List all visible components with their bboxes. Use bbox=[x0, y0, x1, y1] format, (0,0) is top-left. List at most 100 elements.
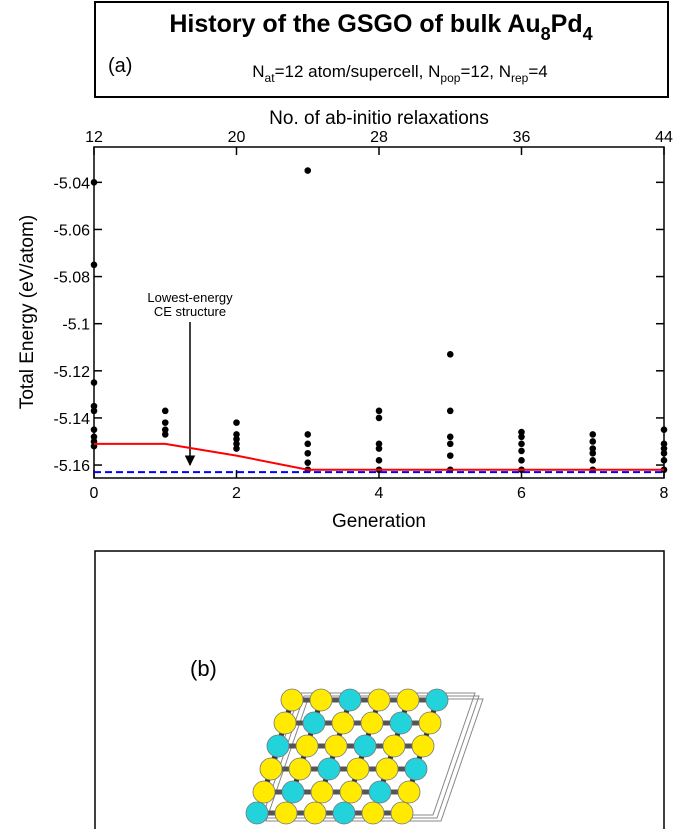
x-tick-label: 0 bbox=[90, 485, 99, 502]
atom bbox=[347, 758, 369, 780]
atom bbox=[260, 758, 282, 780]
x-tick-label: 6 bbox=[517, 485, 526, 502]
data-point bbox=[589, 457, 596, 464]
data-point bbox=[304, 459, 311, 466]
data-point bbox=[589, 438, 596, 445]
atom bbox=[362, 802, 384, 824]
y-tick-label: -5.12 bbox=[54, 364, 91, 381]
panel-label: (b) bbox=[190, 656, 217, 681]
atom bbox=[310, 689, 332, 711]
data-point bbox=[304, 167, 311, 174]
data-point bbox=[91, 379, 98, 386]
data-point bbox=[447, 351, 454, 358]
y-tick-label: -5.1 bbox=[62, 317, 90, 334]
data-point bbox=[589, 431, 596, 438]
y-tick-label: -5.04 bbox=[54, 175, 91, 192]
atom bbox=[339, 689, 361, 711]
data-point bbox=[447, 452, 454, 459]
x-tick-label: 4 bbox=[375, 485, 384, 502]
atom bbox=[405, 758, 427, 780]
title-part: History of the GSGO of bulk Au bbox=[169, 10, 540, 38]
atom bbox=[275, 802, 297, 824]
atom bbox=[281, 689, 303, 711]
y-tick-label: -5.08 bbox=[54, 270, 91, 287]
atom bbox=[426, 689, 448, 711]
atom bbox=[383, 735, 405, 757]
data-point bbox=[304, 441, 311, 448]
data-point bbox=[376, 415, 383, 422]
data-point bbox=[233, 419, 240, 426]
top-axis-label: No. of ab-initio relaxations bbox=[269, 108, 489, 129]
atom bbox=[311, 781, 333, 803]
title-sub: 4 bbox=[583, 24, 593, 44]
y-tick-label: -5.16 bbox=[54, 458, 91, 475]
data-point bbox=[304, 450, 311, 457]
data-point bbox=[661, 450, 668, 457]
data-point bbox=[589, 450, 596, 457]
top-tick-label: 28 bbox=[370, 129, 388, 146]
data-point bbox=[661, 457, 668, 464]
atom bbox=[368, 689, 390, 711]
data-point bbox=[162, 408, 169, 415]
data-point bbox=[91, 261, 98, 268]
atom bbox=[361, 712, 383, 734]
atom bbox=[304, 802, 326, 824]
y-tick-label: -5.14 bbox=[54, 411, 91, 428]
data-point bbox=[91, 408, 98, 415]
data-point bbox=[518, 448, 525, 455]
atom bbox=[419, 712, 441, 734]
data-point bbox=[518, 441, 525, 448]
atom bbox=[246, 802, 268, 824]
y-axis-label: Total Energy (eV/atom) bbox=[17, 215, 38, 409]
atom bbox=[391, 802, 413, 824]
subtitle: Nat=12 atom/supercell, Npop=12, Nrep=4 bbox=[252, 62, 547, 85]
atom bbox=[325, 735, 347, 757]
top-tick-label: 12 bbox=[85, 129, 103, 146]
data-point bbox=[447, 408, 454, 415]
annotation: CE structure bbox=[154, 304, 226, 319]
data-point bbox=[91, 426, 98, 433]
data-point bbox=[304, 431, 311, 438]
title-part: Pd bbox=[551, 10, 583, 38]
data-point bbox=[233, 445, 240, 452]
data-point bbox=[447, 433, 454, 440]
figure: History of the GSGO of bulk Au8Pd4 (a) N… bbox=[0, 0, 694, 829]
crystal-structure bbox=[246, 689, 483, 824]
data-point bbox=[518, 433, 525, 440]
atom bbox=[398, 781, 420, 803]
data-point bbox=[518, 457, 525, 464]
subtitle-sub: rep bbox=[511, 71, 529, 85]
data-point bbox=[376, 445, 383, 452]
x-tick-label: 2 bbox=[232, 485, 241, 502]
atom bbox=[340, 781, 362, 803]
data-point bbox=[162, 431, 169, 438]
data-point bbox=[447, 441, 454, 448]
subtitle-part: =12, N bbox=[460, 62, 511, 81]
data-point bbox=[91, 179, 98, 186]
subtitle-sub: pop bbox=[440, 71, 460, 85]
atom bbox=[274, 712, 296, 734]
top-tick-label: 20 bbox=[228, 129, 246, 146]
data-point bbox=[376, 408, 383, 415]
top-tick-label: 44 bbox=[655, 129, 673, 146]
atom bbox=[332, 712, 354, 734]
y-tick-label: -5.06 bbox=[54, 222, 91, 239]
subtitle-part: =12 atom/supercell, N bbox=[275, 62, 441, 81]
subtitle-part: =4 bbox=[528, 62, 547, 81]
data-point bbox=[162, 419, 169, 426]
top-tick-label: 36 bbox=[513, 129, 531, 146]
atom bbox=[390, 712, 412, 734]
x-tick-label: 8 bbox=[660, 485, 669, 502]
atom bbox=[282, 781, 304, 803]
atom bbox=[267, 735, 289, 757]
atom bbox=[412, 735, 434, 757]
data-point bbox=[661, 426, 668, 433]
data-point bbox=[376, 457, 383, 464]
panel-label: (a) bbox=[108, 55, 132, 77]
atom bbox=[303, 712, 325, 734]
atom bbox=[333, 802, 355, 824]
atom bbox=[296, 735, 318, 757]
atom bbox=[376, 758, 398, 780]
annotation: Lowest-energy bbox=[147, 290, 233, 305]
subtitle-part: N bbox=[252, 62, 264, 81]
